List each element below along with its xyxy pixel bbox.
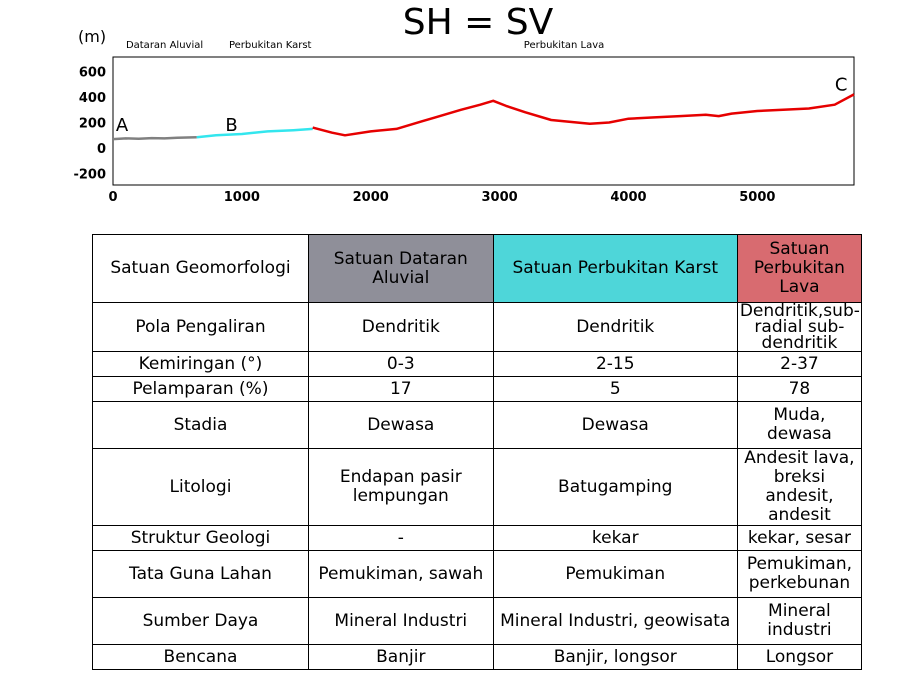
table-cell: Pemukiman, perkebunan bbox=[736, 550, 863, 598]
table-cell: Banjir, longsor bbox=[492, 644, 738, 670]
table-cell: Andesit lava, breksi andesit, andesit bbox=[736, 448, 863, 526]
table-cell: Dendritik,sub-radial sub-dendritik bbox=[736, 302, 863, 352]
table-cell: Batugamping bbox=[492, 448, 738, 526]
header-cell: Satuan Perbukitan Lava bbox=[736, 234, 863, 303]
table-cell: Stadia bbox=[92, 401, 309, 449]
table-cell: kekar, sesar bbox=[736, 525, 863, 551]
table-cell: Tata Guna Lahan bbox=[92, 550, 309, 598]
region-label: Perbukitan Lava bbox=[524, 40, 605, 51]
y-tick-label: 200 bbox=[79, 117, 106, 132]
y-axis-label: (m) bbox=[78, 27, 106, 46]
table-cell: Dendritik bbox=[307, 302, 494, 352]
table-cell: Muda, dewasa bbox=[736, 401, 863, 449]
table-cell: 2-15 bbox=[492, 351, 738, 377]
table-cell: Longsor bbox=[736, 644, 863, 670]
x-tick-label: 0 bbox=[108, 190, 117, 205]
table-cell: Mineral Industri bbox=[307, 597, 494, 645]
table-cell: Pelamparan (%) bbox=[92, 376, 309, 402]
y-tick-label: 0 bbox=[97, 142, 106, 157]
plot-frame bbox=[112, 56, 855, 186]
profile-line bbox=[196, 127, 313, 139]
header-cell: Satuan Perbukitan Karst bbox=[492, 234, 738, 303]
table-cell: Bencana bbox=[92, 644, 309, 670]
region-label: Perbukitan Karst bbox=[229, 40, 312, 51]
profile-line bbox=[112, 135, 197, 141]
table-cell: Pemukiman, sawah bbox=[307, 550, 494, 598]
table-cell: Dendritik bbox=[492, 302, 738, 352]
table-cell: Kemiringan (°) bbox=[92, 351, 309, 377]
y-tick-label: 400 bbox=[79, 91, 106, 106]
x-tick-label: 5000 bbox=[739, 190, 775, 205]
point-label: A bbox=[116, 115, 129, 136]
table-cell: Banjir bbox=[307, 644, 494, 670]
header-cell: Satuan Dataran Aluvial bbox=[307, 234, 494, 303]
table-cell: Struktur Geologi bbox=[92, 525, 309, 551]
table-cell: Mineral Industri, geowisata bbox=[492, 597, 738, 645]
header-cell: Satuan Geomorfologi bbox=[92, 234, 309, 303]
table-cell: Dewasa bbox=[492, 401, 738, 449]
table-cell: Litologi bbox=[92, 448, 309, 526]
x-tick-label: 3000 bbox=[482, 190, 518, 205]
x-tick-label: 2000 bbox=[353, 190, 389, 205]
table-cell: Sumber Daya bbox=[92, 597, 309, 645]
table-cell: Mineral industri bbox=[736, 597, 863, 645]
point-label: C bbox=[835, 74, 848, 95]
x-tick-label: 4000 bbox=[610, 190, 646, 205]
y-tick-label: -200 bbox=[73, 168, 106, 183]
table-cell: 2-37 bbox=[736, 351, 863, 377]
x-tick-label: 1000 bbox=[224, 190, 260, 205]
table-cell: kekar bbox=[492, 525, 738, 551]
profile-line bbox=[312, 93, 855, 137]
table-cell: Pemukiman bbox=[492, 550, 738, 598]
region-label: Dataran Aluvial bbox=[126, 40, 203, 51]
chart-title: SH = SV bbox=[403, 2, 554, 43]
point-label: B bbox=[225, 115, 237, 136]
table-cell: Endapan pasir lempungan bbox=[307, 448, 494, 526]
table-cell: 17 bbox=[307, 376, 494, 402]
table-cell: Pola Pengaliran bbox=[92, 302, 309, 352]
table-cell: 5 bbox=[492, 376, 738, 402]
table-cell: 0-3 bbox=[307, 351, 494, 377]
y-tick-label: 600 bbox=[79, 66, 106, 81]
geomorphology-table: Satuan Geomorfologi Satuan Dataran Aluvi… bbox=[92, 234, 863, 670]
table-cell: 78 bbox=[736, 376, 863, 402]
table-cell: - bbox=[307, 525, 494, 551]
table-cell: Dewasa bbox=[307, 401, 494, 449]
